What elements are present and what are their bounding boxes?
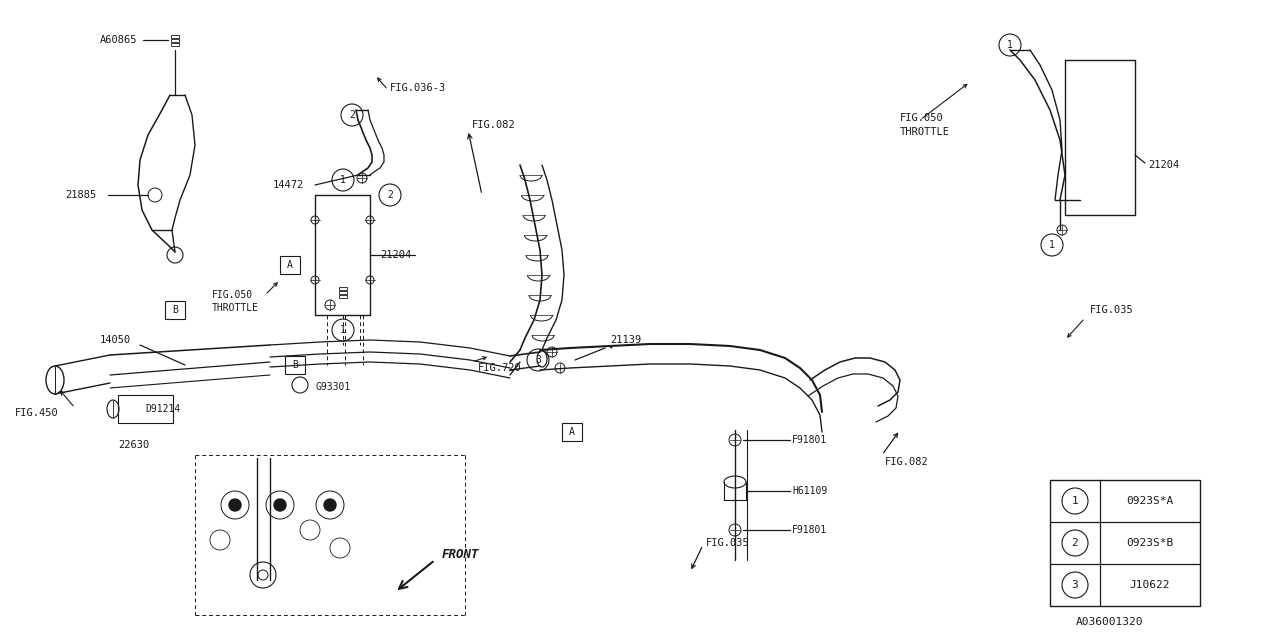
Bar (339, 287, 347, 290)
Text: FIG.050: FIG.050 (212, 290, 253, 300)
Text: FIG.720: FIG.720 (477, 363, 522, 373)
Bar (280, 256, 300, 274)
Bar (172, 43, 179, 46)
Bar (339, 291, 347, 294)
Text: J10622: J10622 (1130, 580, 1170, 590)
Text: 2: 2 (349, 110, 355, 120)
Circle shape (324, 499, 335, 511)
Bar (118, 395, 173, 423)
Bar (1050, 480, 1201, 606)
Text: H61109: H61109 (792, 486, 827, 496)
Text: A036001320: A036001320 (1076, 617, 1144, 627)
Circle shape (259, 570, 268, 580)
Bar (339, 295, 347, 298)
Text: 1: 1 (340, 175, 346, 185)
Text: 22630: 22630 (118, 440, 150, 450)
Text: FIG.082: FIG.082 (472, 120, 516, 130)
Bar (165, 301, 186, 319)
Bar (172, 39, 179, 42)
Bar (285, 356, 305, 374)
Text: 21139: 21139 (611, 335, 641, 345)
Text: FRONT: FRONT (442, 548, 480, 561)
Text: 1: 1 (1050, 240, 1055, 250)
Text: 3: 3 (1071, 580, 1078, 590)
Text: 1: 1 (340, 325, 346, 335)
Text: THROTTLE: THROTTLE (900, 127, 950, 137)
Text: 2: 2 (1071, 538, 1078, 548)
Text: B: B (172, 305, 178, 315)
Text: 1: 1 (1007, 40, 1012, 50)
Text: G93301: G93301 (315, 382, 351, 392)
Text: D91214: D91214 (145, 404, 180, 414)
Text: FIG.082: FIG.082 (884, 457, 929, 467)
Text: 1: 1 (1071, 496, 1078, 506)
Text: FIG.035: FIG.035 (707, 538, 750, 548)
Text: F91801: F91801 (792, 525, 827, 535)
Circle shape (274, 499, 285, 511)
Text: FIG.035: FIG.035 (1091, 305, 1134, 315)
Text: A: A (570, 427, 575, 437)
Text: A60865: A60865 (100, 35, 137, 45)
Text: FIG.050: FIG.050 (900, 113, 943, 123)
Bar (562, 423, 582, 441)
Text: FIG.450: FIG.450 (15, 408, 59, 418)
Text: 14472: 14472 (273, 180, 305, 190)
Text: A: A (287, 260, 293, 270)
Text: 21204: 21204 (1148, 160, 1179, 170)
Text: B: B (292, 360, 298, 370)
Text: 21885: 21885 (65, 190, 96, 200)
Text: 3: 3 (535, 355, 541, 365)
Text: 14050: 14050 (100, 335, 132, 345)
Text: FIG.036-3: FIG.036-3 (390, 83, 447, 93)
Text: THROTTLE: THROTTLE (212, 303, 259, 313)
Text: 0923S*B: 0923S*B (1126, 538, 1174, 548)
Text: 2: 2 (387, 190, 393, 200)
Text: 21204: 21204 (380, 250, 411, 260)
Text: F91801: F91801 (792, 435, 827, 445)
Text: 0923S*A: 0923S*A (1126, 496, 1174, 506)
Bar (172, 35, 179, 38)
Circle shape (229, 499, 241, 511)
